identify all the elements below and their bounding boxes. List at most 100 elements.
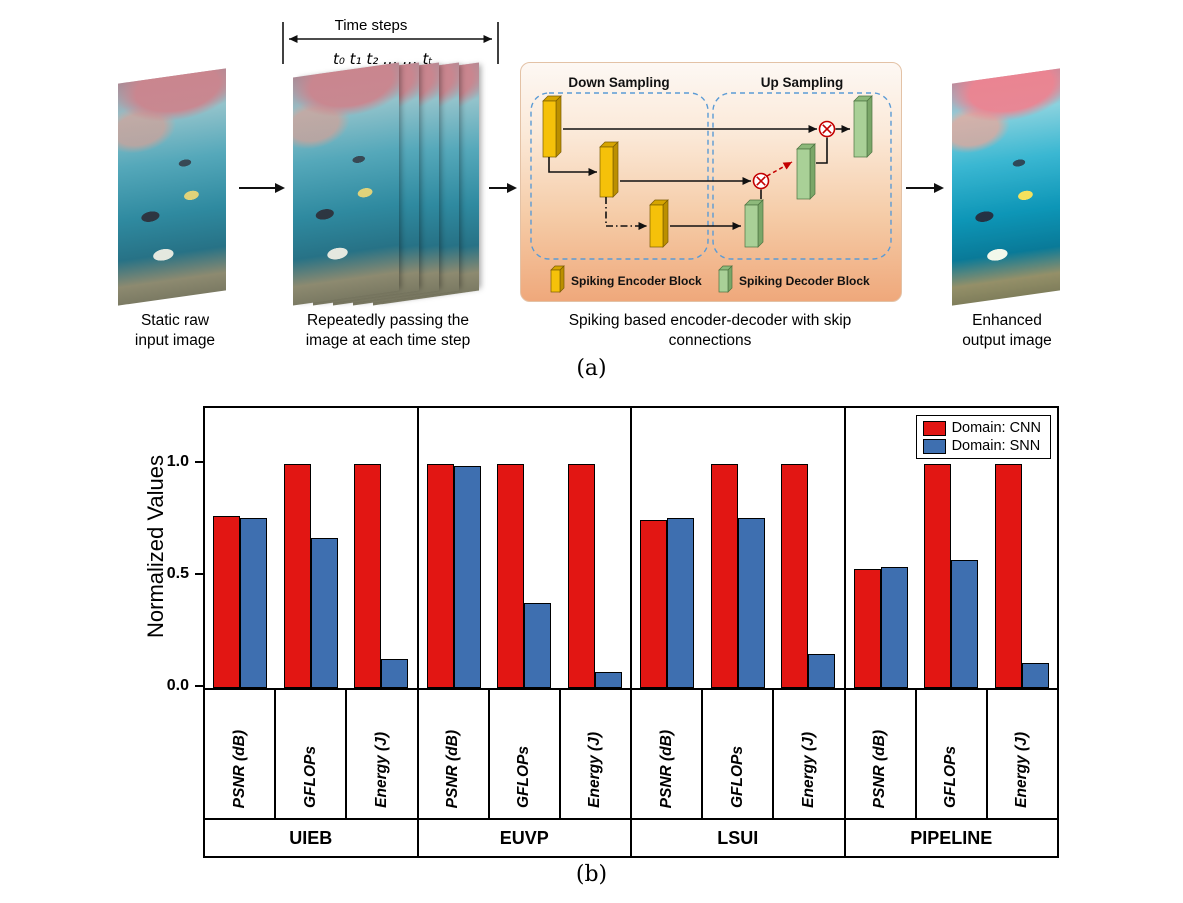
metric-cell: Energy (J)	[561, 690, 630, 818]
bar-group	[419, 408, 490, 688]
decoder-legend-label: Spiking Decoder Block	[739, 274, 870, 288]
group-label: UIEB	[205, 820, 419, 856]
bar-group	[846, 408, 917, 688]
caption-encdec: Spiking based encoder-decoder with skip …	[568, 312, 852, 350]
metric-panel: PSNR (dB) GFLOPs Energy (J)	[419, 690, 632, 818]
legend-swatch	[922, 438, 946, 454]
stack-image	[293, 62, 399, 306]
metric-cell: Energy (J)	[774, 690, 843, 818]
spiking-decoder-block-1	[744, 199, 764, 248]
metric-label: Energy (J)	[1013, 732, 1031, 808]
flow-arrow-3	[906, 187, 942, 189]
down-sampling-region	[530, 92, 709, 260]
metric-cell: PSNR (dB)	[205, 690, 277, 818]
caption-stack: Repeatedly passing the image at each tim…	[305, 312, 471, 350]
y-tick-mark	[195, 685, 203, 687]
encoder-decoder-box: Down Sampling Up Sampling	[520, 62, 902, 302]
bar	[640, 520, 668, 688]
encoder-legend-label: Spiking Encoder Block	[571, 274, 702, 288]
multiply-icon-top	[818, 120, 836, 138]
metric-cell: GFLOPs	[703, 690, 775, 818]
spiking-encoder-block-3	[649, 199, 669, 248]
bar	[594, 672, 622, 688]
plot-panel-lsui	[632, 408, 846, 688]
merge-to-decoder-2	[766, 161, 793, 177]
output-image	[952, 68, 1060, 306]
bar	[497, 464, 525, 688]
metric-label: Energy (J)	[799, 732, 817, 808]
metric-label-row: PSNR (dB) GFLOPs Energy (J) PSNR (dB) GFLOPs…	[205, 688, 1057, 818]
bar-group	[489, 408, 560, 688]
bar	[924, 464, 952, 688]
bar	[853, 569, 881, 688]
metric-cell: PSNR (dB)	[846, 690, 917, 818]
decoder-legend-swatch	[718, 265, 733, 293]
input-image	[118, 68, 226, 306]
time-step-stack	[293, 62, 493, 310]
bar	[310, 537, 338, 688]
bar-group	[560, 408, 631, 688]
plot-panels	[205, 408, 1057, 688]
chart-legend: Domain: CNN Domain: SNN	[915, 415, 1051, 459]
metric-cell: Energy (J)	[988, 690, 1057, 818]
bar	[381, 658, 409, 688]
metric-label: Energy (J)	[372, 732, 390, 808]
bar	[808, 654, 836, 688]
bar	[213, 515, 241, 688]
multiply-icon-middle	[752, 172, 770, 190]
bar	[781, 464, 809, 688]
up-sampling-region	[712, 92, 892, 260]
metric-cell: GFLOPs	[490, 690, 561, 818]
legend-swatch	[922, 420, 946, 436]
group-label: EUVP	[419, 820, 632, 856]
plot-panel-uieb	[205, 408, 419, 688]
panel-b-label: (b)	[575, 862, 608, 887]
plot-panel-euvp	[419, 408, 632, 688]
metric-label: PSNR (dB)	[657, 729, 675, 808]
encoder-legend-swatch	[550, 265, 565, 293]
down-sampling-label: Down Sampling	[568, 75, 669, 90]
bar	[524, 602, 552, 688]
bar-group	[276, 408, 347, 688]
metric-label: GFLOPs	[301, 745, 319, 808]
bar	[710, 464, 738, 688]
legend-label: Domain: CNN	[951, 420, 1041, 436]
y-tick-label: 0.0	[166, 677, 189, 694]
metric-panel: PSNR (dB) GFLOPs Energy (J)	[205, 690, 419, 818]
bar	[453, 466, 481, 688]
bar	[951, 560, 979, 688]
panel-a-label: (a)	[576, 356, 607, 381]
bar-group	[632, 408, 703, 688]
encoder-chain-arrow-1	[548, 157, 597, 176]
bar	[737, 517, 765, 688]
bar	[426, 464, 454, 688]
encoder-chain-arrow-2	[605, 197, 647, 230]
metric-cell: GFLOPs	[917, 690, 988, 818]
bar-group	[205, 408, 276, 688]
bar	[354, 464, 382, 688]
metric-label: Energy (J)	[586, 732, 604, 808]
caption-output: Enhanced output image	[962, 312, 1052, 350]
bar	[283, 464, 311, 688]
decoder-up-path-top	[816, 137, 828, 164]
group-label: LSUI	[632, 820, 846, 856]
metric-cell: PSNR (dB)	[632, 690, 704, 818]
y-tick-label: 1.0	[166, 453, 189, 470]
bar-group	[773, 408, 844, 688]
legend-item: Domain: SNN	[922, 438, 1041, 454]
metric-cell: Energy (J)	[347, 690, 416, 818]
legend-item: Domain: CNN	[922, 420, 1041, 436]
up-sampling-label: Up Sampling	[761, 75, 844, 90]
metric-cell: GFLOPs	[276, 690, 348, 818]
metric-label: PSNR (dB)	[230, 729, 248, 808]
chart-frame: PSNR (dB) GFLOPs Energy (J) PSNR (dB) GFLOPs…	[203, 406, 1059, 858]
y-tick-mark	[195, 461, 203, 463]
metric-label: GFLOPs	[942, 745, 960, 808]
time-steps-header: Time steps t₀ t₁ t₂ … … tₜ	[282, 17, 499, 68]
metric-label: PSNR (dB)	[444, 729, 462, 808]
metric-label: GFLOPs	[515, 745, 533, 808]
plot-panel-pipeline	[846, 408, 1058, 688]
flow-arrow-1	[239, 187, 283, 189]
spiking-encoder-block-2	[599, 141, 619, 198]
